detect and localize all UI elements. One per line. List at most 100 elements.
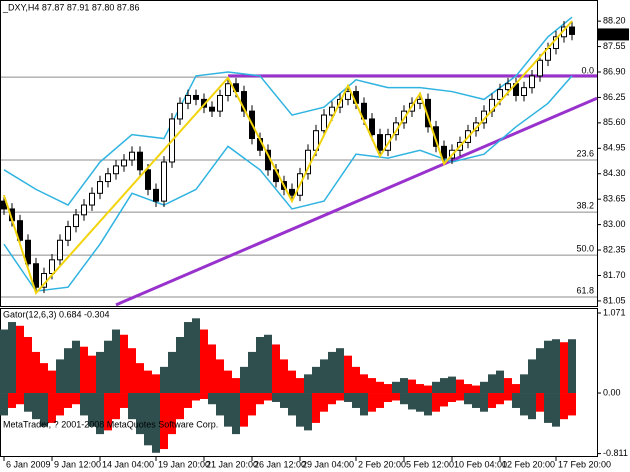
y-tick-label: -0.811 (603, 448, 628, 458)
candle-body (177, 102, 183, 120)
gator-bar (288, 393, 296, 416)
x-tick-label: 14 Jan 04:00 (102, 459, 154, 469)
y-tick-label: 85.60 (603, 117, 626, 127)
gator-bar (416, 393, 424, 412)
candle-body (497, 89, 503, 100)
gator-bar (328, 351, 336, 394)
footer: MetaTrader, ? 2001-2008 MetaQuotes Softw… (3, 419, 218, 429)
gator-bar (512, 384, 520, 394)
y-tick-label: 86.25 (603, 92, 626, 102)
gator-bar (320, 393, 328, 412)
x-tick-label: 29 Jan 04:00 (302, 459, 354, 469)
candle-body (329, 106, 335, 116)
candle-body (241, 91, 247, 112)
gator-bar (400, 393, 408, 405)
candle-body (161, 161, 167, 202)
gator-bar (184, 393, 192, 408)
gator-bar (384, 393, 392, 402)
gator-bar (536, 393, 544, 412)
gator-bar (504, 378, 512, 394)
gator-bar (8, 322, 16, 394)
y-tick-label: 83.00 (603, 219, 626, 229)
gator-bar (248, 393, 256, 416)
gator-bar (544, 393, 552, 423)
candle-body (225, 83, 231, 96)
band-lower (3, 75, 573, 292)
candle-body (193, 94, 199, 100)
gator-bar (488, 393, 496, 408)
candle-body (81, 204, 87, 216)
y-tick-label: 81.05 (603, 295, 626, 305)
y-tick-label: 0.00 (603, 387, 621, 397)
last-price-label: 87.86 (601, 29, 624, 39)
gator-bar (272, 393, 280, 402)
y-tick-label: 86.90 (603, 66, 626, 76)
gator-bar (264, 334, 272, 394)
gator-bar (224, 393, 232, 427)
gator-bar (48, 393, 56, 423)
gator-bar (240, 393, 248, 427)
gator-bar (104, 340, 112, 394)
candle-body (105, 173, 111, 183)
band-upper (3, 16, 573, 206)
candle-body (97, 181, 103, 194)
y-tick-label: 84.95 (603, 143, 626, 153)
gator-bar (176, 336, 184, 394)
gator-bar (232, 378, 240, 394)
gator-bar (544, 340, 552, 394)
gator-bar (280, 359, 288, 394)
gator-bar (376, 381, 384, 394)
x-tick-label: 26 Jan 12:00 (254, 459, 306, 469)
gator-bar (192, 393, 200, 401)
gator-bar (32, 393, 40, 420)
gator-bar (344, 355, 352, 394)
y-tick-label: 81.70 (603, 270, 626, 280)
gator-bar (264, 393, 272, 401)
candle-body (73, 214, 79, 228)
gator-bar (8, 393, 16, 408)
gator-bar (512, 393, 520, 408)
gator-bar (352, 393, 360, 408)
gator-bar (16, 325, 24, 394)
gator-bar (56, 393, 64, 416)
candle-body (49, 259, 55, 275)
gator-bar (392, 393, 400, 401)
candle-body (521, 87, 527, 96)
gator-bar (464, 384, 472, 394)
gator-bar (416, 384, 424, 394)
gator-bar (312, 366, 320, 394)
gator-bar (248, 351, 256, 394)
gator-bar (296, 378, 304, 394)
gator-bar (480, 393, 488, 412)
candle-body (569, 26, 575, 35)
gator-bar (456, 379, 464, 394)
gator-bar (368, 378, 376, 394)
gator-bar (336, 348, 344, 394)
gator-bar (424, 385, 432, 394)
gator-bar (464, 393, 472, 405)
gator-bar (272, 344, 280, 394)
gator-bar (280, 393, 288, 408)
gator-bar (88, 355, 96, 394)
y-tick-label: 1.071 (603, 307, 626, 317)
gator-bar (80, 393, 88, 416)
gator-bar (448, 393, 456, 402)
gator-bar (16, 393, 24, 405)
level-label: 23.6 (576, 148, 594, 158)
gator-bar (568, 339, 576, 394)
gator-bar (384, 384, 392, 394)
gator-bar (496, 393, 504, 405)
gator-bar (496, 370, 504, 394)
gator-bar (392, 381, 400, 394)
gator-bar (352, 366, 360, 394)
gator-bar (160, 393, 168, 450)
gator-bar (0, 329, 8, 394)
gator-bar (568, 393, 576, 416)
gator-bar (256, 336, 264, 394)
gator-bar (80, 346, 88, 394)
gator-bar (184, 322, 192, 394)
y-tick-label: 84.30 (603, 168, 626, 178)
x-tick-label: 5 Feb 12:00 (406, 459, 454, 469)
gator-title: Gator(12,6,3) 0.684 -0.304 (3, 309, 110, 319)
gator-bar (152, 393, 160, 453)
